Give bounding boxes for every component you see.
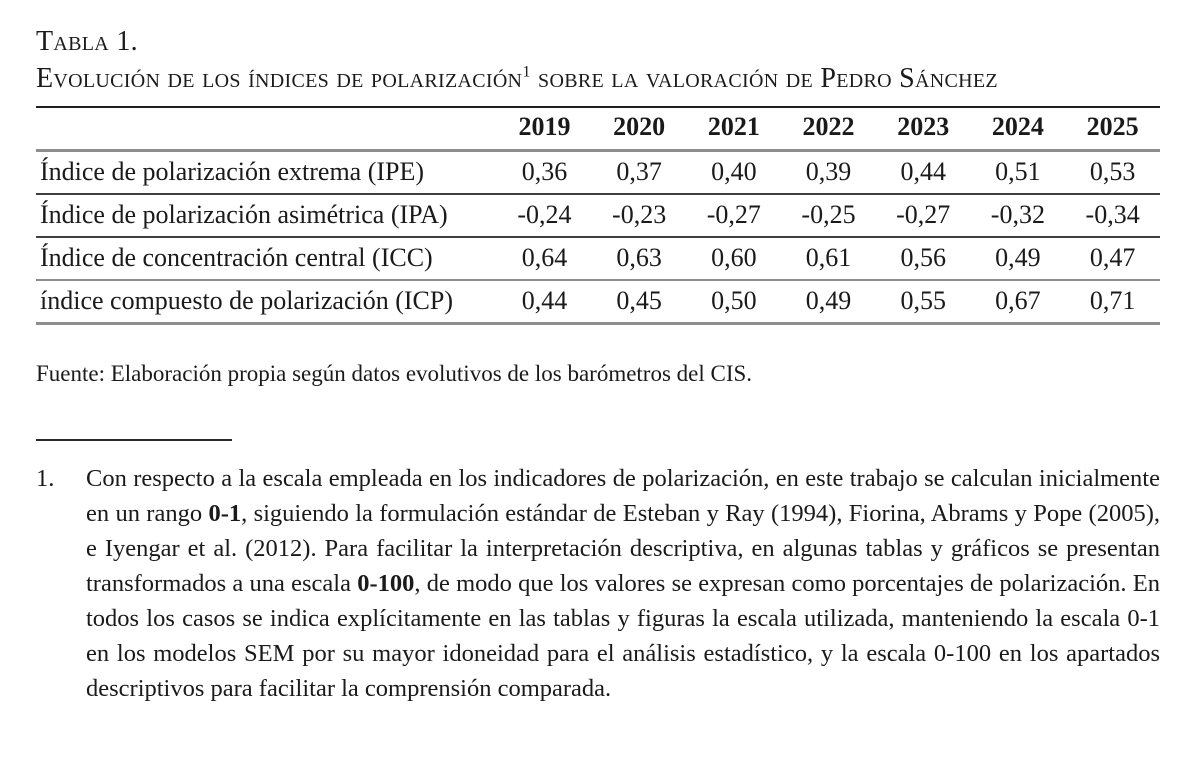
cell-value: 0,49 (995, 242, 1041, 272)
cell-value: 0,47 (1089, 242, 1136, 272)
cell-value: 0,44 (900, 156, 946, 186)
table-number: Tabla 1. (36, 26, 138, 57)
table-title-block: Tabla 1. Evolución de los índices de pol… (36, 24, 1160, 98)
column-header-year: 2024 (991, 111, 1044, 141)
cell-value: 0,51 (995, 156, 1041, 186)
column-header-year: 2019 (518, 111, 571, 141)
footnote-bold-scale: 0-1 (208, 499, 242, 527)
cell-value: -0,25 (801, 199, 856, 229)
cell-value: -0,23 (612, 199, 667, 229)
cell-value: 0,71 (1089, 285, 1136, 315)
cell-value: 0,60 (711, 242, 757, 272)
cell-value: 0,45 (616, 285, 662, 315)
cell-value: 0,39 (805, 156, 852, 186)
cell-value: -0,27 (706, 199, 761, 229)
cell-value: 0,44 (521, 285, 568, 315)
table-header-row: 2019 2020 2021 2022 2023 2024 2025 (36, 107, 1160, 151)
table-row: índice compuesto de polarización (ICP) 0,… (36, 280, 1160, 324)
column-header-year: 2022 (802, 111, 855, 141)
row-label: Índice de concentración central (ICC) (40, 242, 433, 272)
table-caption: Evolución de los índices de polarización… (36, 61, 1160, 98)
table-caption-post: sobre la valoración de Pedro Sánchez (530, 62, 998, 94)
footnote-bold-scale: 0-100 (357, 569, 415, 597)
cell-value: 0,49 (805, 285, 852, 315)
row-label: Índice de polarización asimétrica (IPA) (40, 199, 448, 229)
footnote-segment: Con respecto a la escala empleada en los… (86, 464, 1160, 527)
table-row: Índice de concentración central (ICC) 0,6… (36, 237, 1160, 280)
footnote-separator (36, 438, 232, 441)
table-body: Índice de polarización extrema (IPE) 0,36… (36, 150, 1160, 323)
footnote-segment: , de modo que los valores se expresan co… (86, 569, 1160, 702)
cell-value: -0,27 (896, 199, 951, 229)
cell-value: -0,24 (517, 199, 572, 229)
row-label: índice compuesto de polarización (ICP) (40, 285, 453, 315)
cell-value: 0,67 (995, 285, 1041, 315)
cell-value: 0,37 (616, 156, 662, 186)
cell-value: 0,55 (900, 285, 946, 315)
cell-value: 0,36 (521, 156, 568, 186)
footnote-reference: 1 (522, 62, 531, 81)
table-row: Índice de polarización asimétrica (IPA) -… (36, 194, 1160, 237)
cell-value: 0,56 (900, 242, 946, 272)
cell-value: 0,63 (616, 242, 662, 272)
column-header-year: 2021 (707, 111, 760, 141)
footnote-1: 1. Con respecto a la escala empleada en … (36, 461, 1160, 706)
footnote-text: Con respecto a la escala empleada en los… (86, 465, 1160, 702)
column-header-year: 2025 (1086, 111, 1139, 141)
column-header-year: 2023 (897, 111, 950, 141)
polarization-indices-table: 2019 2020 2021 2022 2023 2024 2025 Índice de p… (36, 105, 1160, 325)
table-source: Fuente: Elaboración propia según datos e… (36, 360, 753, 386)
footnote-segment: , siguiendo la formulación estándar de E… (86, 499, 1160, 597)
cell-value: 0,40 (711, 156, 757, 186)
footnote-number: 1. (36, 464, 55, 492)
cell-value: 0,53 (1089, 156, 1136, 186)
empty-header-cell (36, 107, 497, 151)
cell-value: 0,64 (521, 242, 568, 272)
cell-value: -0,34 (1085, 199, 1140, 229)
table-row: Índice de polarización extrema (IPE) 0,36… (36, 150, 1160, 194)
cell-value: 0,61 (805, 242, 852, 272)
cell-value: 0,50 (711, 285, 757, 315)
table-head: 2019 2020 2021 2022 2023 2024 2025 (36, 107, 1160, 151)
row-label: Índice de polarización extrema (IPE) (40, 156, 425, 186)
cell-value: -0,32 (990, 199, 1045, 229)
table-caption-pre: Evolución de los índices de polarización (36, 62, 523, 94)
column-header-year: 2020 (613, 111, 666, 141)
